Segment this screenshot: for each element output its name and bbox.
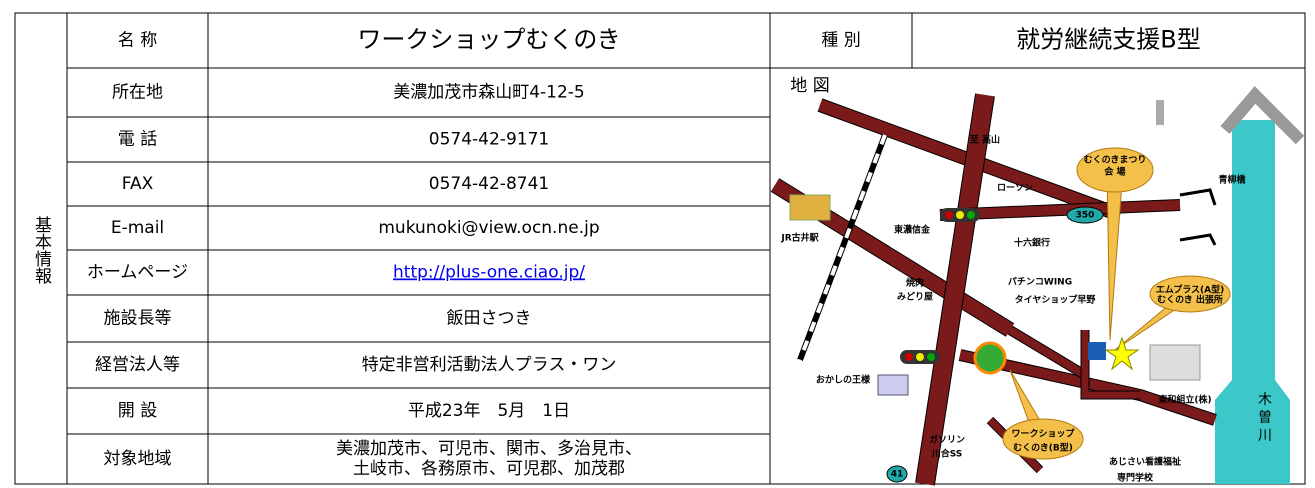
section-cell: [14, 12, 68, 485]
rail: [798, 134, 887, 361]
map-text: 川合SS: [931, 448, 963, 460]
map-text: あじさい看護福祉: [1109, 456, 1181, 468]
value-cell: [207, 433, 771, 485]
map-text: ローソン: [997, 183, 1033, 194]
row-label: E-mail: [111, 218, 164, 238]
light: [945, 211, 953, 219]
row-value: 飯田さつき: [447, 309, 532, 329]
value-cell: [911, 12, 1306, 69]
map-text: パチンコWING: [1008, 276, 1072, 288]
row-label: ホームページ: [87, 263, 188, 283]
label-cell: [66, 116, 209, 163]
row-label: 経営法人等: [95, 355, 180, 375]
map-text: 焼肉: [906, 277, 924, 289]
map-text: 41: [891, 470, 904, 480]
road: [939, 200, 1181, 220]
row-value: 平成23年 5月 1日: [408, 401, 570, 421]
row-value: 0574-42-8741: [429, 174, 549, 194]
value-cell: [207, 294, 771, 343]
row-value: 0574-42-9171: [429, 130, 549, 150]
label-cell: [769, 12, 913, 69]
label-cell: [66, 249, 209, 296]
map-text: むくのき 出張所: [1157, 294, 1223, 306]
row-label: 電 話: [118, 130, 157, 150]
label-cell: [66, 294, 209, 343]
map-text: 会 場: [1104, 166, 1125, 178]
light: [967, 211, 975, 219]
route-sign: [886, 465, 908, 483]
type-label: 種 別: [821, 31, 860, 51]
map-text: 十六銀行: [1014, 237, 1050, 249]
bridge: [1220, 86, 1305, 145]
map-text: ワークショップ: [1011, 428, 1075, 440]
name-label: 名 称: [118, 31, 157, 51]
map-text: 専門学校: [1117, 472, 1154, 484]
section-label: 基本情報: [31, 216, 52, 285]
facility-name: ワークショップむくのき: [357, 26, 620, 54]
map-text: タイヤショップ早野: [1015, 294, 1096, 306]
row-value: 土岐市、各務原市、可児郡、加茂郡: [353, 459, 625, 479]
label-cell: [66, 161, 209, 207]
light: [916, 353, 924, 361]
map-text: おかしの王様: [816, 374, 871, 386]
building: [877, 374, 909, 396]
value-cell: [207, 205, 771, 251]
factory: [1149, 344, 1201, 381]
homepage-link[interactable]: http://plus-one.ciao.jp/: [393, 263, 585, 283]
row-label: 開 設: [118, 401, 157, 421]
callout: [1002, 418, 1084, 460]
tree-logo: [973, 341, 1007, 375]
callout: [1149, 275, 1231, 313]
light: [905, 353, 913, 361]
map-text: ガソリン: [929, 434, 965, 446]
map-text: 東濃信金: [894, 224, 931, 236]
row-value: mukunoki@view.ocn.ne.jp: [378, 218, 599, 238]
label-cell: [66, 387, 209, 435]
map-text: 木: [1258, 392, 1272, 408]
bridge-rail: [1179, 188, 1217, 206]
star: [1104, 336, 1140, 371]
row-label: 所在地: [112, 83, 163, 103]
map-label: 地 図: [790, 76, 829, 96]
row-value: 美濃加茂市、可児市、関市、多治見市、: [336, 439, 642, 459]
map-text: むくのき(B型): [1013, 442, 1073, 454]
row-label: FAX: [122, 174, 154, 194]
value-cell: [207, 12, 771, 69]
river: [1215, 120, 1290, 484]
value-cell: [207, 387, 771, 435]
label-cell: [66, 433, 209, 485]
facility-type: 就労継続支援B型: [1016, 26, 1200, 54]
map-text: 東和組立(株): [1158, 394, 1211, 406]
map-text: 川: [1258, 428, 1272, 444]
light: [956, 211, 964, 219]
label-cell: [66, 341, 209, 389]
map-text: 350: [1076, 211, 1095, 221]
row-value: 特定非営利活動法人プラス・ワン: [362, 355, 617, 375]
road: [916, 93, 994, 486]
row-label: 対象地域: [104, 449, 172, 469]
label-cell: [66, 12, 209, 69]
callout: [1076, 147, 1154, 193]
label-cell: [66, 67, 209, 118]
value-cell: [207, 341, 771, 389]
road: [1081, 330, 1140, 399]
map-text: エムプラス(A型): [1156, 284, 1224, 296]
building: [789, 194, 831, 221]
label-cell: [66, 205, 209, 251]
parking: [1088, 342, 1106, 360]
map-text: 至 高山: [970, 134, 1000, 146]
map-text: みどり屋: [897, 291, 933, 303]
route-sign: [1066, 206, 1104, 224]
map-text: 青柳橋: [1218, 174, 1246, 186]
map-text: 曽: [1258, 410, 1272, 426]
row-value: 美濃加茂市森山町4-12-5: [393, 83, 585, 103]
bridge-rail: [1179, 233, 1217, 246]
map-text: むくのきまつり: [1084, 155, 1147, 166]
light: [927, 353, 935, 361]
row-label: 施設長等: [104, 309, 172, 329]
road: [1007, 326, 1088, 379]
map-text: JR古井駅: [780, 232, 819, 244]
